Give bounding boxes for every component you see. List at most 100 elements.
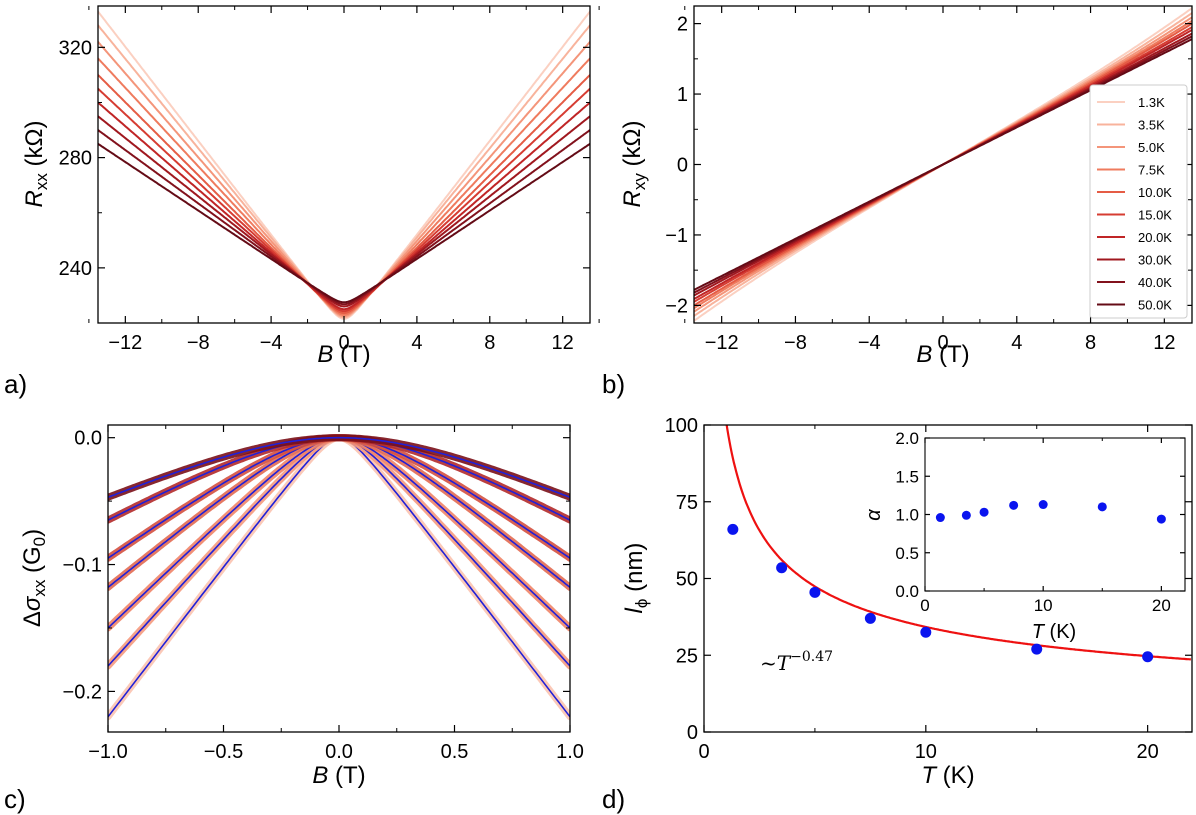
- alpha-point: [1038, 500, 1048, 510]
- y-tick-label: 1.0: [895, 506, 919, 525]
- x-tick-label: 0.5: [441, 741, 469, 763]
- rxx-curve-40.0K: [98, 129, 590, 306]
- alpha-point: [1009, 500, 1019, 510]
- panel-d-inset: 0 10 20 0.0 0.5 1.0 1.5 2.0 T (K) α: [863, 429, 1186, 643]
- y-tick-label: 0.0: [74, 428, 102, 450]
- alpha-point: [1097, 502, 1107, 512]
- x-tick-label: 10: [1034, 596, 1053, 615]
- legend-label-15.0K: 15.0K: [1138, 208, 1172, 223]
- y-tick-label: −1: [665, 225, 688, 247]
- rxx-curve-20.0K: [98, 101, 590, 311]
- y-tick-label: 2.0: [895, 429, 919, 448]
- panel-b-ylabel: Rxy (kΩ): [619, 121, 649, 208]
- fit-curve-1.3K: [108, 436, 570, 718]
- fit-curve-20.0K: [108, 436, 570, 499]
- panel-c-label: c): [4, 784, 26, 814]
- panel-d-xlabel: T (K): [921, 762, 974, 789]
- legend-label-40.0K: 40.0K: [1138, 275, 1172, 290]
- rxx-curve-5.0K: [98, 41, 590, 318]
- panel-b-curves: [694, 7, 1192, 322]
- alpha-point: [979, 507, 989, 517]
- legend-label-7.5K: 7.5K: [1138, 163, 1165, 178]
- alpha-point: [1156, 514, 1166, 524]
- inset-xlabel: T (K): [1032, 621, 1076, 643]
- y-tick-label: 280: [59, 148, 92, 170]
- x-tick-label: −1.0: [88, 741, 127, 763]
- panel-b-xlabel: B (T): [916, 341, 969, 368]
- panel-b-legend: 1.3K 3.5K 5.0K 7.5K 10.0K 15.0K 20.0K 30.0K 40.0…: [1089, 84, 1188, 319]
- lphi-point: [920, 626, 932, 638]
- rxx-curve-50.0K: [98, 142, 590, 304]
- y-tick-label: −0.2: [63, 681, 102, 703]
- x-tick-label: 8: [1085, 332, 1096, 354]
- x-tick-label: −12: [108, 332, 142, 354]
- y-tick-label: 0.0: [895, 582, 919, 601]
- rxx-curve-15.0K: [98, 87, 590, 313]
- panel-a-frame: [97, 5, 591, 324]
- panel-c: −1.0 −0.5 0.0 0.5 1.0 0.0 −0.1 −0.2 B (T) Δσxx …: [4, 424, 584, 814]
- y-tick-label: 25: [676, 645, 698, 667]
- panel-d-curves: [725, 425, 1191, 663]
- lphi-point: [864, 612, 876, 624]
- rxx-curve-1.3K: [98, 10, 590, 320]
- panel-d: 0 10 20 0 25 50 75 100 ~T−0.47 0 10 20 0.0 0.5 1.0 1.…: [602, 415, 1193, 814]
- x-tick-label: 0: [338, 332, 349, 354]
- lphi-point: [1031, 643, 1043, 655]
- legend-label-1.3K: 1.3K: [1138, 95, 1165, 110]
- fit-curve-15.0K: [108, 436, 570, 521]
- y-tick-label: 100: [665, 415, 698, 437]
- data-band-1.3K: [108, 434, 570, 721]
- power-law-fit-curve: [725, 425, 1191, 661]
- rxy-curve-50.0K: [694, 38, 1192, 291]
- panel-a-xlabel: B (T): [317, 341, 370, 368]
- lphi-point: [776, 562, 788, 574]
- y-tick-label: 2: [677, 14, 688, 36]
- x-tick-label: 8: [484, 332, 495, 354]
- panel-a-ylabel: Rxx (kΩ): [21, 121, 51, 208]
- panel-d-fit-annotation: ~T−0.47: [760, 649, 833, 675]
- inset-ylabel: α: [863, 509, 885, 521]
- data-band-15.0K: [108, 434, 570, 524]
- inset-ticks: 0 10 20 0.0 0.5 1.0 1.5 2.0: [895, 429, 1185, 615]
- legend-label-5.0K: 5.0K: [1138, 140, 1165, 155]
- x-tick-label: 4: [411, 332, 422, 354]
- x-tick-label: 0: [920, 596, 929, 615]
- x-tick-label: 10: [915, 741, 937, 763]
- lphi-point: [809, 586, 821, 598]
- lphi-point: [1142, 651, 1154, 663]
- legend-label-20.0K: 20.0K: [1138, 230, 1172, 245]
- x-tick-label: −8: [187, 332, 210, 354]
- panel-c-xlabel: B (T): [312, 762, 365, 789]
- lphi-point: [727, 523, 739, 535]
- panel-a-label: a): [4, 369, 27, 399]
- x-tick-label: −12: [705, 332, 739, 354]
- x-tick-label: 20: [1137, 741, 1159, 763]
- x-tick-label: 0.0: [325, 741, 353, 763]
- panel-a-curves: [98, 10, 590, 320]
- x-tick-label: 1.0: [556, 741, 584, 763]
- alpha-point: [961, 510, 971, 520]
- y-tick-label: 1: [677, 84, 688, 106]
- x-tick-label: 0: [937, 332, 948, 354]
- rxx-curve-3.5K: [98, 24, 590, 319]
- y-tick-label: −2: [665, 295, 688, 317]
- panel-d-ylabel: lϕ (nm): [621, 543, 651, 614]
- panel-c-ticks: −1.0 −0.5 0.0 0.5 1.0 0.0 −0.1 −0.2: [63, 425, 584, 763]
- x-tick-label: 0: [698, 741, 709, 763]
- y-tick-label: 320: [59, 37, 92, 59]
- y-tick-label: −0.1: [63, 555, 102, 577]
- panel-b-label: b): [602, 369, 625, 399]
- x-tick-label: 12: [1153, 332, 1175, 354]
- panel-a-ticks: −12 −8 −4 0 4 8 12 240 280 320: [59, 6, 600, 354]
- x-tick-label: 12: [552, 332, 574, 354]
- panel-c-curves: [108, 434, 570, 721]
- y-tick-label: 0: [677, 155, 688, 177]
- x-tick-label: −8: [784, 332, 807, 354]
- rxx-curve-7.5K: [98, 57, 590, 316]
- rxx-curve-10.0K: [98, 74, 590, 315]
- legend-entries: 1.3K 3.5K 5.0K 7.5K 10.0K 15.0K 20.0K 30.0K 40.0…: [1097, 95, 1172, 313]
- x-tick-label: −0.5: [204, 741, 243, 763]
- y-tick-label: 0: [687, 722, 698, 744]
- y-tick-label: 50: [676, 569, 698, 591]
